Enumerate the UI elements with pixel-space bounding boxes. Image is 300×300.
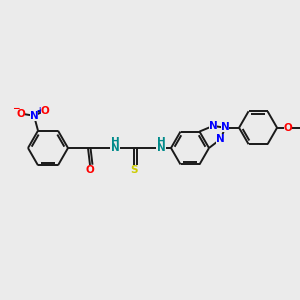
Text: O: O	[16, 109, 26, 119]
Text: O: O	[40, 106, 50, 116]
Text: N: N	[221, 122, 230, 132]
Text: H: H	[157, 137, 165, 147]
Text: S: S	[130, 165, 138, 175]
Text: O: O	[284, 123, 292, 133]
Text: N: N	[157, 143, 165, 153]
Text: +: +	[36, 106, 42, 115]
Text: O: O	[85, 165, 94, 175]
Text: N: N	[111, 143, 119, 153]
Text: N: N	[209, 121, 218, 131]
Text: N: N	[30, 111, 38, 121]
Text: N: N	[216, 134, 225, 144]
Text: −: −	[12, 104, 20, 113]
Text: H: H	[111, 137, 119, 147]
